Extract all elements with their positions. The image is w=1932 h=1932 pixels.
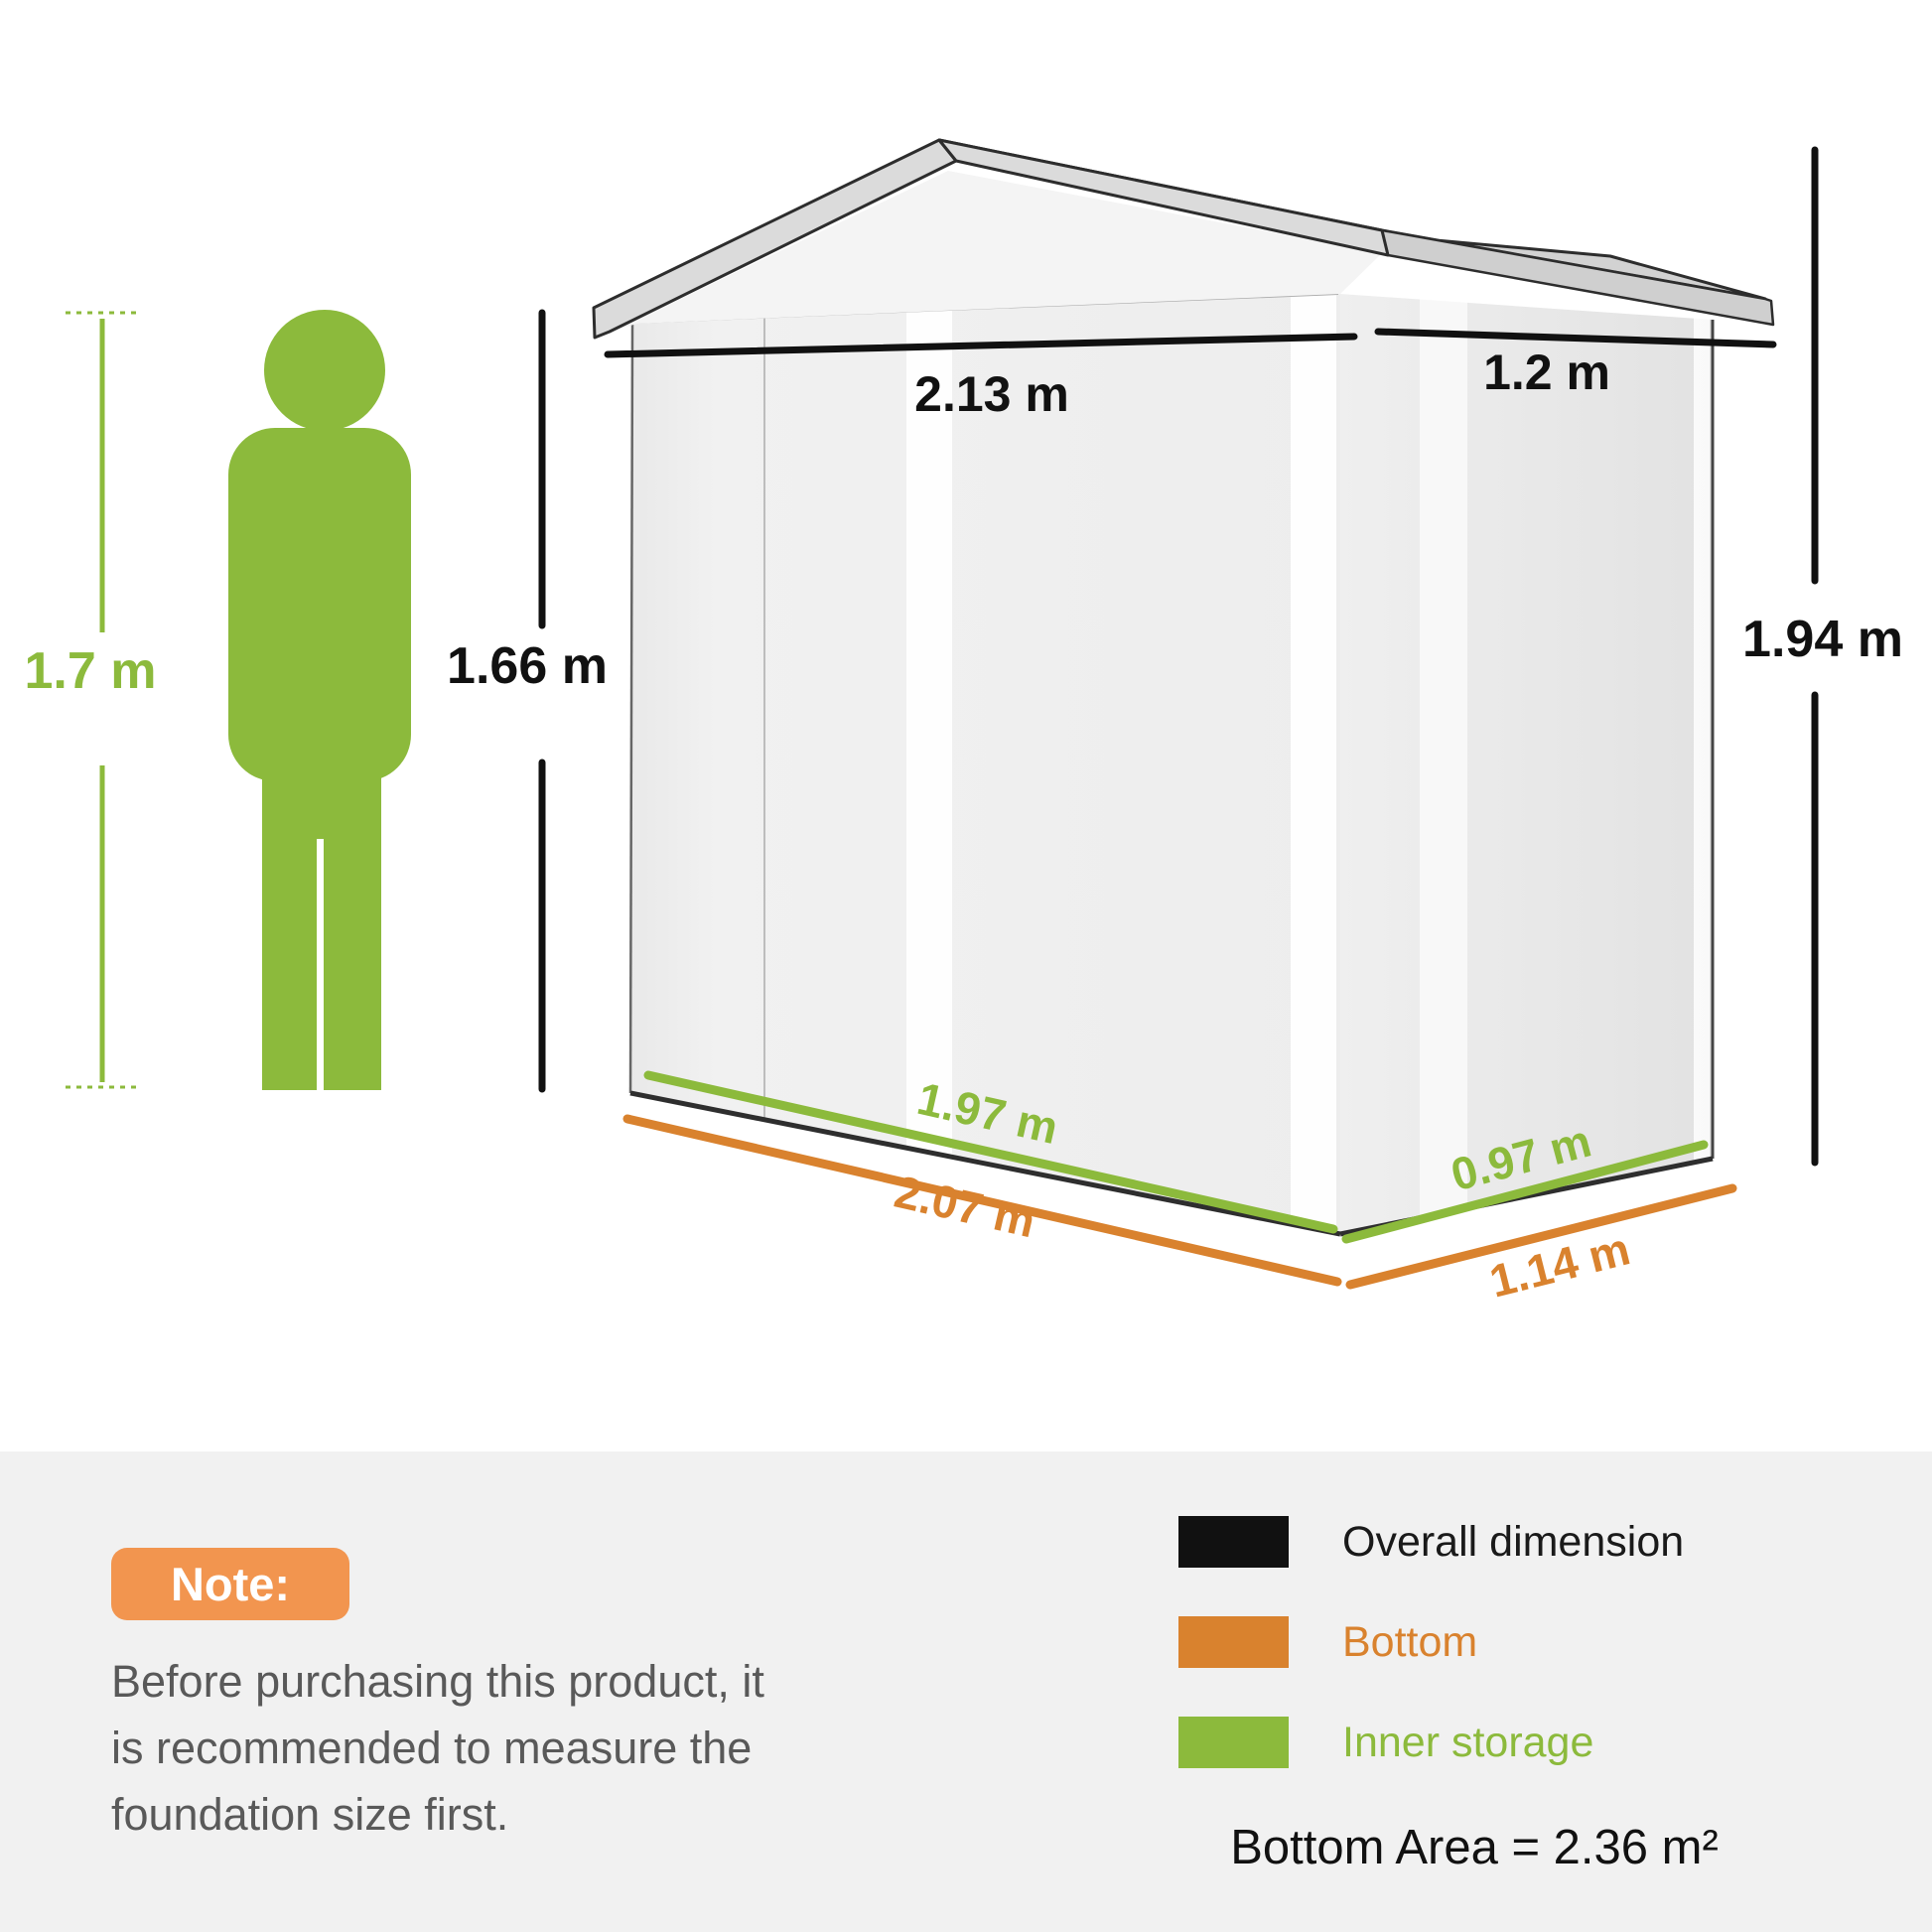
- overall-dimension-lines: [538, 146, 1819, 1167]
- front-width-label: 2.13 m: [914, 366, 1069, 422]
- person-height-label: 1.7 m: [24, 642, 157, 700]
- note-badge: Note:: [111, 1548, 349, 1620]
- legend-label: Inner storage: [1342, 1718, 1594, 1766]
- note-line: is recommended to measure the: [111, 1723, 753, 1773]
- total-height-label: 1.94 m: [1742, 611, 1903, 668]
- legend-label: Overall dimension: [1342, 1517, 1685, 1566]
- note-line: foundation size first.: [111, 1789, 509, 1840]
- bottom-area-text: Bottom Area = 2.36 m²: [1230, 1821, 1719, 1874]
- side-width-label: 1.2 m: [1483, 345, 1610, 400]
- person-height-measure: [66, 311, 139, 1089]
- bottom-swatch: [1178, 1616, 1289, 1668]
- overall-dimension-swatch: [1178, 1516, 1289, 1568]
- legend-item-overall: Overall dimension: [1178, 1516, 1684, 1568]
- legend-item-bottom: Bottom: [1178, 1616, 1477, 1668]
- note-text: Before purchasing this product, it is re…: [111, 1648, 925, 1848]
- person-figure: [228, 310, 411, 1090]
- info-panel: Note: Before purchasing this product, it…: [0, 1451, 1932, 1932]
- inner-storage-swatch: [1178, 1717, 1289, 1768]
- eave-height-label: 1.66 m: [447, 637, 608, 695]
- shed-walls: [628, 293, 1715, 1237]
- legend-label: Bottom: [1342, 1617, 1478, 1666]
- bottom-dimension-lines: [622, 1114, 1737, 1290]
- note-line: Before purchasing this product, it: [111, 1656, 764, 1707]
- shed-roof: [592, 138, 1775, 340]
- legend-item-inner-storage: Inner storage: [1178, 1717, 1593, 1768]
- inner-storage-lines: [643, 1070, 1709, 1244]
